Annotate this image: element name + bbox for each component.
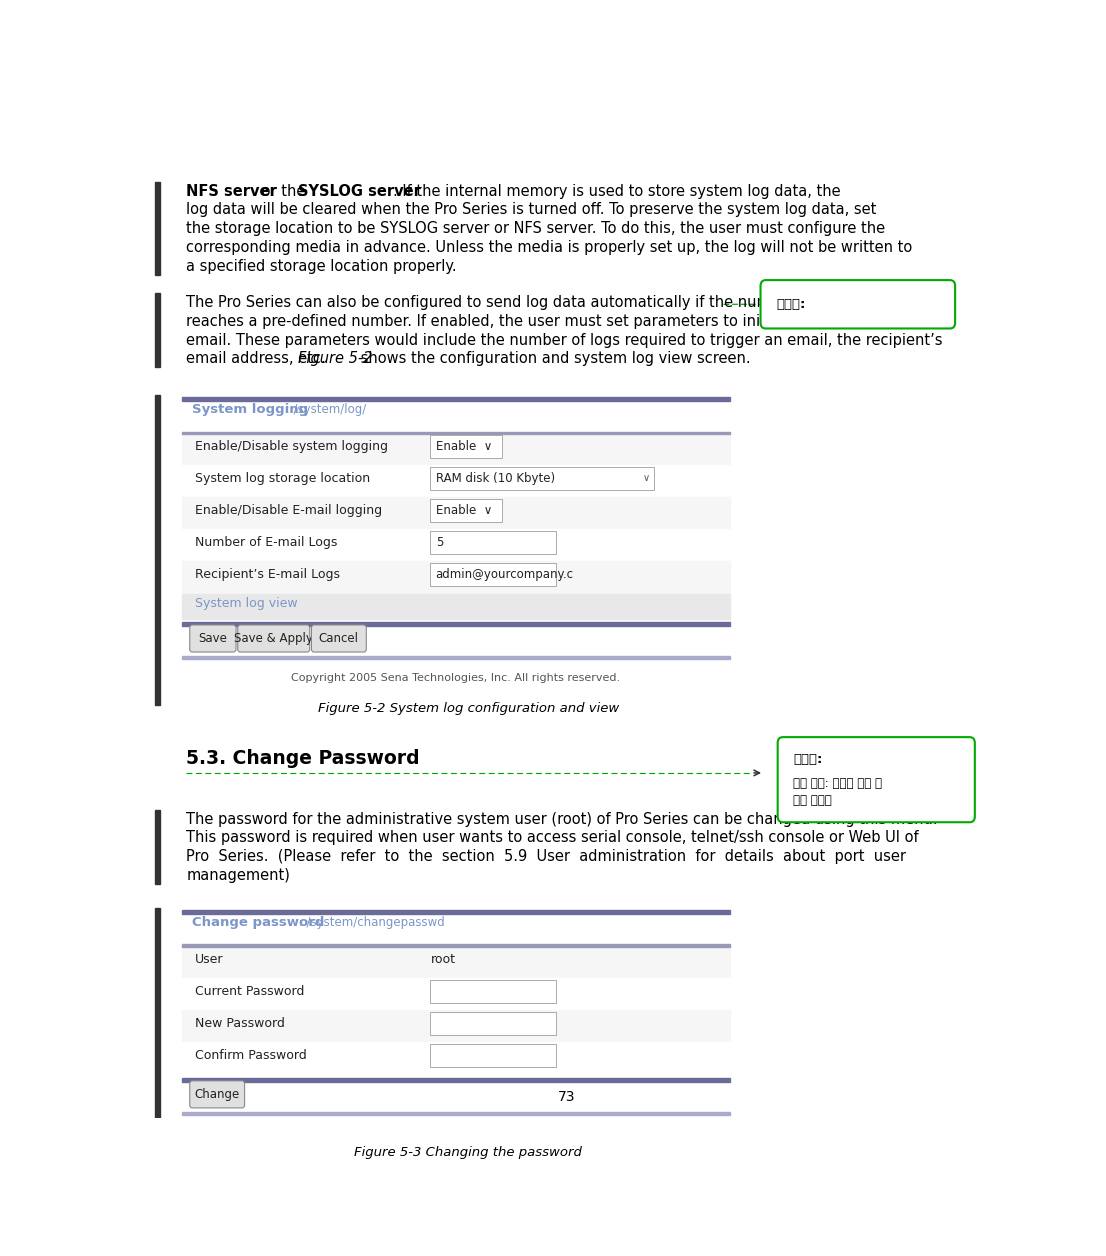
FancyBboxPatch shape	[190, 1081, 244, 1108]
Text: Enable/Disable E-mail logging: Enable/Disable E-mail logging	[195, 504, 382, 516]
Text: root: root	[430, 953, 456, 966]
Text: NFS server: NFS server	[186, 183, 276, 198]
Text: RAM disk (10 Kbyte): RAM disk (10 Kbyte)	[436, 472, 555, 485]
Bar	[182, 561, 730, 593]
Text: Recipient’s E-mail Logs: Recipient’s E-mail Logs	[195, 568, 340, 580]
Text: SYSLOG server: SYSLOG server	[298, 183, 420, 198]
Text: Number of E-mail Logs: Number of E-mail Logs	[195, 536, 337, 549]
Bar	[155, 810, 159, 884]
Bar	[155, 182, 159, 275]
Bar	[155, 293, 159, 368]
Bar	[182, 466, 730, 497]
Text: or the: or the	[257, 183, 310, 198]
Text: New Password: New Password	[195, 1017, 284, 1030]
Text: Figure 5-3 Changing the password: Figure 5-3 Changing the password	[354, 1145, 582, 1158]
Text: 73: 73	[559, 1089, 575, 1104]
Text: email address, etc.: email address, etc.	[186, 352, 331, 367]
Text: Enable  ∨: Enable ∨	[436, 440, 492, 453]
FancyBboxPatch shape	[312, 625, 366, 652]
Text: ∨: ∨	[644, 474, 650, 484]
FancyBboxPatch shape	[430, 499, 502, 522]
Bar	[182, 1042, 730, 1074]
FancyBboxPatch shape	[778, 737, 974, 823]
FancyBboxPatch shape	[430, 435, 502, 458]
Text: 삭제됨:: 삭제됨:	[793, 752, 823, 766]
Text: 삭제됨:: 삭제됨:	[776, 298, 805, 310]
Text: management): management)	[186, 868, 290, 883]
Text: System logging: System logging	[192, 403, 309, 417]
FancyBboxPatch shape	[430, 1011, 555, 1035]
Bar	[182, 978, 730, 1010]
Text: reaches a pre-defined number. If enabled, the user must set parameters to initia: reaches a pre-defined number. If enabled…	[186, 314, 919, 329]
Text: Save: Save	[198, 632, 228, 646]
Text: Pro  Series.  (Please  refer  to  the  section  5.9  User  administration  for  : Pro Series. (Please refer to the section…	[186, 849, 906, 864]
Text: This password is required when user wants to access serial console, telnet/ssh c: This password is required when user want…	[186, 830, 919, 845]
Bar	[182, 909, 730, 913]
FancyBboxPatch shape	[761, 280, 956, 329]
Bar	[182, 397, 730, 401]
FancyBboxPatch shape	[238, 625, 310, 652]
FancyBboxPatch shape	[190, 625, 236, 652]
Bar	[182, 945, 730, 947]
Text: Enable/Disable system logging: Enable/Disable system logging	[195, 440, 388, 453]
Text: the storage location to be SYSLOG server or NFS server. To do this, the user mus: the storage location to be SYSLOG server…	[186, 221, 886, 236]
FancyBboxPatch shape	[430, 530, 555, 554]
Bar	[182, 657, 730, 659]
Text: Confirm Password: Confirm Password	[195, 1049, 306, 1061]
Text: Change password: Change password	[192, 917, 325, 929]
Bar	[182, 622, 730, 625]
Bar	[182, 594, 730, 619]
Text: : /system/changepasswd: : /system/changepasswd	[295, 917, 445, 929]
Text: email. These parameters would include the number of logs required to trigger an : email. These parameters would include th…	[186, 333, 942, 348]
FancyBboxPatch shape	[430, 467, 655, 490]
Text: Copyright 2005 Sena Technologies, Inc. All rights reserved.: Copyright 2005 Sena Technologies, Inc. A…	[291, 673, 620, 683]
Text: Save & Apply: Save & Apply	[234, 632, 313, 646]
Text: : /system/log/: : /system/log/	[282, 403, 366, 417]
Text: System log storage location: System log storage location	[195, 472, 371, 485]
Text: Current Password: Current Password	[195, 985, 304, 997]
Text: 5: 5	[436, 536, 444, 549]
Text: Figure 5-2 System log configuration and view: Figure 5-2 System log configuration and …	[317, 702, 619, 716]
Bar	[155, 908, 159, 1159]
Bar	[182, 432, 730, 433]
Bar	[182, 1010, 730, 1042]
Bar	[182, 1113, 730, 1114]
Text: Cancel: Cancel	[319, 632, 358, 646]
Text: a specified storage location properly.: a specified storage location properly.	[186, 259, 457, 274]
FancyBboxPatch shape	[430, 563, 555, 585]
Bar	[182, 529, 730, 561]
Text: 5.3. Change Password: 5.3. Change Password	[186, 749, 420, 767]
Bar	[182, 433, 730, 466]
Text: System log view: System log view	[195, 597, 298, 610]
Bar	[182, 1078, 730, 1081]
Text: Figure 5-2: Figure 5-2	[299, 352, 373, 367]
Text: Change: Change	[195, 1088, 240, 1102]
Text: The password for the administrative system user (root) of Pro Series can be chan: The password for the administrative syst…	[186, 811, 938, 826]
Text: Enable  ∨: Enable ∨	[436, 504, 492, 516]
FancyBboxPatch shape	[430, 980, 555, 1004]
Text: corresponding media in advance. Unless the media is properly set up, the log wil: corresponding media in advance. Unless t…	[186, 240, 912, 255]
Text: log data will be cleared when the Pro Series is turned off. To preserve the syst: log data will be cleared when the Pro Se…	[186, 202, 877, 217]
Text: . If the internal memory is used to store system log data, the: . If the internal memory is used to stor…	[393, 183, 841, 198]
Text: admin@yourcompany.c: admin@yourcompany.c	[436, 568, 574, 580]
Bar	[155, 394, 159, 705]
Text: 서식 있음: 글머리 기호 및
번호 매기기: 서식 있음: 글머리 기호 및 번호 매기기	[793, 776, 883, 806]
FancyBboxPatch shape	[430, 1044, 555, 1066]
Bar	[182, 497, 730, 529]
Text: The Pro Series can also be configured to send log data automatically if the numb: The Pro Series can also be configured to…	[186, 295, 904, 310]
Text: shows the configuration and system log view screen.: shows the configuration and system log v…	[356, 352, 750, 367]
Bar	[182, 947, 730, 978]
Text: User: User	[195, 953, 223, 966]
